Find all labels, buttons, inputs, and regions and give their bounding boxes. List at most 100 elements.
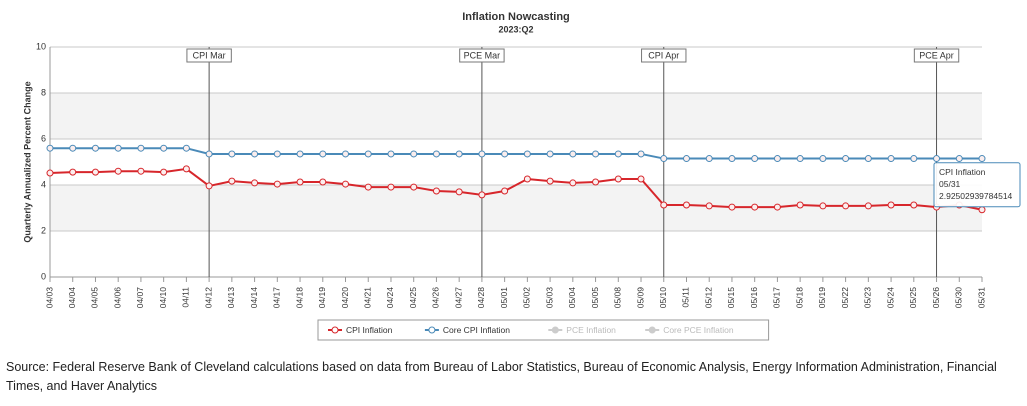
legend-marker — [551, 326, 559, 334]
tooltip-box — [933, 162, 1021, 208]
data-point — [660, 201, 668, 209]
series-line — [49, 167, 983, 211]
data-point — [864, 202, 872, 210]
x-tick-label: 04/18 — [294, 287, 304, 309]
data-point — [46, 144, 54, 152]
data-point — [478, 191, 486, 199]
data-point — [342, 180, 350, 188]
legend-marker — [331, 326, 339, 334]
data-point — [864, 155, 872, 163]
data-point — [614, 150, 622, 158]
data-point — [69, 144, 77, 152]
plot-line-label: CPI Apr — [648, 50, 679, 60]
x-tick-label: 05/22 — [840, 287, 850, 309]
tooltip-series: CPI Inflation — [939, 167, 986, 177]
data-point — [319, 150, 327, 158]
legend-marker — [428, 326, 436, 334]
data-point — [319, 178, 327, 186]
data-point — [523, 175, 531, 183]
data-point — [114, 167, 122, 175]
data-point — [978, 206, 986, 214]
data-point — [296, 150, 304, 158]
data-point — [273, 150, 281, 158]
data-point — [501, 150, 509, 158]
data-point — [569, 150, 577, 158]
data-point — [637, 175, 645, 183]
data-point — [455, 150, 463, 158]
data-point — [887, 155, 895, 163]
x-tick-label: 04/05 — [90, 287, 100, 309]
x-tick-label: 04/14 — [249, 287, 259, 309]
data-point — [228, 177, 236, 185]
tooltip-value: 2.92502939784514 — [939, 191, 1013, 201]
chart: Inflation Nowcasting 2023:Q2 Quarterly A… — [22, 11, 1021, 341]
data-point — [546, 177, 554, 185]
data-point — [842, 202, 850, 210]
source-note: Source: Federal Reserve Bank of Clevelan… — [6, 360, 997, 393]
plot-line-label: PCE Mar — [464, 50, 501, 60]
x-tick-label: 05/26 — [931, 287, 941, 309]
x-tick-label: 04/03 — [44, 287, 54, 309]
data-point — [432, 187, 440, 195]
legend-label: PCE Inflation — [566, 325, 616, 335]
legend-label: Core CPI Inflation — [443, 325, 510, 335]
x-tick-label: 05/05 — [590, 287, 600, 309]
legend-label: CPI Inflation — [346, 325, 393, 335]
data-point — [819, 202, 827, 210]
data-point — [705, 155, 713, 163]
data-point — [910, 201, 918, 209]
x-tick-label: 05/17 — [772, 287, 782, 309]
data-point — [387, 183, 395, 191]
x-tick-label: 04/27 — [453, 287, 463, 309]
plot-line-label-box — [913, 48, 960, 63]
data-point — [592, 178, 600, 186]
data-point — [546, 150, 554, 158]
x-tick-label: 05/03 — [544, 287, 554, 309]
legend-label: Core PCE Inflation — [663, 325, 734, 335]
data-point — [455, 188, 463, 196]
data-point — [364, 183, 372, 191]
y-tick-label: 0 — [41, 271, 46, 281]
x-tick-label: 04/10 — [158, 287, 168, 309]
data-point — [228, 150, 236, 158]
data-point — [478, 150, 486, 158]
data-point — [273, 180, 281, 188]
data-point — [796, 155, 804, 163]
x-tick-label: 05/24 — [885, 287, 895, 309]
x-tick-label: 04/06 — [112, 287, 122, 309]
data-point — [978, 155, 986, 163]
x-tick-label: 05/30 — [954, 287, 964, 309]
x-tick-label: 04/21 — [362, 287, 372, 309]
data-point — [182, 165, 190, 173]
data-point — [410, 150, 418, 158]
plot-line-label: PCE Apr — [919, 50, 954, 60]
x-tick-label: 05/09 — [635, 287, 645, 309]
x-tick-label: 05/23 — [863, 287, 873, 309]
x-tick-label: 05/02 — [522, 287, 532, 309]
data-point — [796, 201, 804, 209]
data-point — [910, 155, 918, 163]
x-tick-label: 04/19 — [317, 287, 327, 309]
x-tick-label: 05/08 — [613, 287, 623, 309]
data-point — [205, 182, 213, 190]
data-point — [137, 167, 145, 175]
x-tick-label: 04/28 — [476, 287, 486, 309]
data-point — [205, 150, 213, 158]
x-tick-label: 05/25 — [908, 287, 918, 309]
data-point — [160, 144, 168, 152]
legend-marker — [648, 326, 656, 334]
x-tick-label: 04/20 — [340, 287, 350, 309]
data-point — [682, 155, 690, 163]
legend: CPI Inflation Core CPI Inflation PCE Infla… — [317, 319, 770, 341]
data-point — [614, 175, 622, 183]
data-point — [69, 168, 77, 176]
data-point — [342, 150, 350, 158]
data-point — [660, 155, 668, 163]
data-point — [887, 201, 895, 209]
x-tick-label: 05/12 — [703, 287, 713, 309]
plot-band — [50, 93, 982, 139]
x-tick-label: 05/19 — [817, 287, 827, 309]
y-tick-label: 4 — [41, 179, 46, 189]
data-point — [637, 150, 645, 158]
